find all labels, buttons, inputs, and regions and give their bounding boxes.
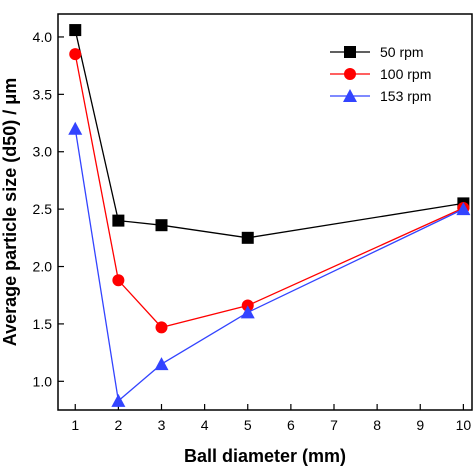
x-tick-label: 3 — [158, 417, 166, 433]
x-tick-label: 4 — [201, 417, 209, 433]
data-point — [154, 357, 169, 371]
data-point — [155, 219, 168, 232]
series-triangle — [68, 121, 471, 407]
y-tick-label: 2.0 — [33, 259, 53, 275]
axis-ticks: 1 2 3 4 5 6 7 8 9 10 1.0 1.5 2.0 2.5 3.0 3.5 4.0 — [33, 29, 472, 433]
x-tick-label: 7 — [330, 417, 338, 433]
y-tick-label: 3.0 — [33, 144, 53, 160]
data-point — [240, 305, 255, 319]
x-tick-label: 6 — [287, 417, 295, 433]
x-tick-label: 5 — [244, 417, 252, 433]
data-point — [111, 393, 126, 407]
legend-label: 153 rpm — [380, 88, 431, 104]
y-tick-label: 1.5 — [33, 316, 53, 332]
legend-marker — [344, 46, 356, 58]
x-tick-label: 1 — [71, 417, 79, 433]
plot-axes — [57, 13, 473, 411]
data-point — [112, 274, 125, 287]
y-tick-label: 4.0 — [33, 29, 53, 45]
data-point — [69, 48, 82, 61]
legend-marker — [344, 68, 356, 80]
series-line — [74, 29, 464, 239]
data-point — [241, 231, 254, 244]
y-tick-label: 2.5 — [33, 201, 53, 217]
data-point — [69, 24, 82, 37]
x-tick-label: 10 — [456, 417, 472, 433]
x-tick-label: 2 — [114, 417, 122, 433]
x-tick-label: 9 — [416, 417, 424, 433]
x-axis-title: Ball diameter (mm) — [184, 446, 346, 466]
plot-frame — [57, 13, 473, 411]
legend-marker — [343, 89, 357, 102]
data-point — [112, 214, 125, 227]
y-tick-label: 1.0 — [33, 373, 53, 389]
x-tick-label: 8 — [373, 417, 381, 433]
data-point — [456, 202, 471, 216]
series-line — [74, 128, 464, 403]
y-tick-label: 3.5 — [33, 86, 53, 102]
legend-label: 100 rpm — [380, 66, 431, 82]
series-square — [69, 24, 470, 244]
legend: 50 rpm 100 rpm 153 rpm — [330, 44, 431, 104]
legend-label: 50 rpm — [380, 44, 424, 60]
series-layer — [68, 24, 471, 407]
series-circle — [69, 48, 470, 334]
data-point — [68, 121, 83, 135]
data-point — [155, 321, 168, 334]
y-axis-title: Average particle size (d50) / μm — [0, 78, 20, 346]
